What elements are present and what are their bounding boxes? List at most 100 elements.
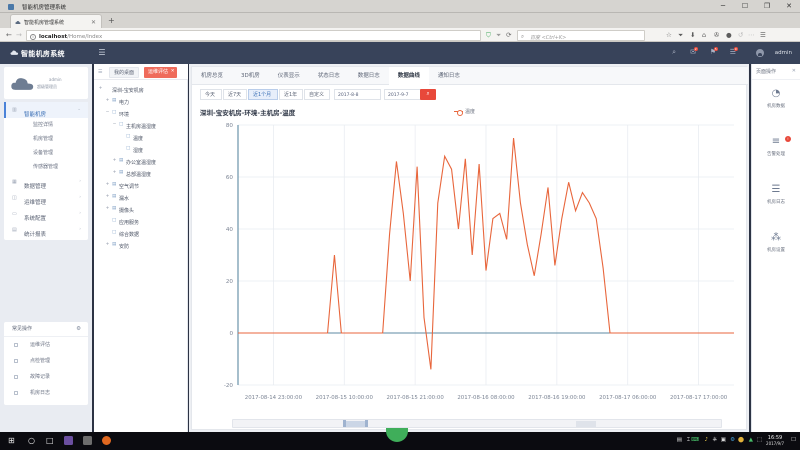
browser-tab-close-icon[interactable]: ✕ — [90, 18, 96, 26]
expand-icon[interactable]: + — [105, 205, 110, 211]
expand-icon[interactable]: + — [105, 241, 110, 247]
close-icon[interactable]: ✕ — [170, 69, 175, 74]
task-view-icon[interactable]: □ — [46, 436, 54, 445]
header-bell-icon[interactable]: ✉ 2 — [690, 46, 698, 57]
favorite-item-inspection[interactable]: 点检管理 — [4, 353, 88, 369]
tree-node[interactable]: □ 应用服务 — [94, 214, 188, 226]
avatar[interactable] — [756, 49, 764, 57]
sidebar-subitem-device[interactable]: 设备管理 — [33, 150, 54, 156]
back-icon[interactable]: ← — [6, 30, 12, 39]
sidebar-subitem-monitor[interactable]: 监控详情 — [33, 122, 54, 128]
favorite-item-fault-record[interactable]: 故障记录 — [4, 369, 88, 385]
tab-room-overview[interactable]: 机房总览 — [201, 73, 224, 79]
right-item-alarm-handling[interactable]: ≡ ! 告警处理 — [752, 136, 800, 176]
download-icon[interactable]: ⬇ — [690, 31, 696, 39]
taskbar-app-editor-icon[interactable] — [64, 436, 73, 445]
range-7days-button[interactable]: 近7天 — [223, 89, 247, 100]
tab-data-curve[interactable]: 数据曲线 — [388, 67, 429, 85]
header-search-icon[interactable]: ⌕ — [672, 48, 676, 56]
library-icon[interactable]: ✇ — [714, 31, 720, 39]
tree-node[interactable]: + 深圳-宝安机房 — [94, 82, 188, 94]
account-icon[interactable]: ● — [726, 31, 732, 39]
reload-icon[interactable]: ⟳ — [506, 31, 512, 39]
favorite-item-ops-eval[interactable]: 运维评估 — [4, 337, 88, 353]
tree-node[interactable]: + ▤ 漏水 — [94, 190, 188, 202]
tree-node[interactable]: □ 综合数据 — [94, 226, 188, 238]
taskbar-clock[interactable]: 16:59 2017/9/7 — [766, 435, 784, 446]
right-item-room-settings[interactable]: ⁂ 机房设置 — [752, 232, 800, 272]
tab-gauge-display[interactable]: 仪表显示 — [277, 73, 300, 79]
window-maximize-button[interactable]: ☐ — [741, 2, 749, 10]
tray-icon-6[interactable]: ▣ — [720, 437, 726, 443]
tray-icon-3[interactable]: ⌨ — [691, 437, 699, 443]
new-tab-button[interactable]: + — [108, 16, 115, 25]
window-close-button[interactable]: ✕ — [786, 2, 792, 10]
tray-icon-5[interactable]: ⎈ — [712, 437, 717, 443]
favorite-item-room-log[interactable]: 机房日志 — [4, 385, 88, 401]
tab-notification-log[interactable]: 通知日志 — [437, 73, 460, 79]
tree-node[interactable]: − □ 主机房温湿度 — [94, 118, 188, 130]
overflow-icon[interactable]: ⋯ — [748, 31, 755, 39]
workspace-tab-ops-eval[interactable]: 运维评估 ✕ — [144, 67, 178, 78]
tree-node[interactable]: − □ 环境 — [94, 106, 188, 118]
sidebar-item-system-config[interactable]: ▭ 系统配置 › — [4, 206, 88, 222]
tray-icon-8[interactable]: ⬤ — [737, 437, 744, 443]
header-message-icon[interactable]: ⚑ 5 — [710, 46, 718, 57]
tree-node[interactable]: □ 湿度 — [94, 142, 188, 154]
shield-icon[interactable]: ⛉ — [486, 31, 491, 39]
expand-icon[interactable]: + — [112, 169, 117, 175]
extension-icon[interactable]: ⏷ — [496, 31, 502, 39]
right-item-room-log[interactable]: ☰ 机房日志 — [752, 184, 800, 224]
browser-tab[interactable]: 智能机房管理系统 ✕ — [10, 14, 102, 28]
sidebar-item-ops-mgmt[interactable]: ◫ 运维管理 › — [4, 190, 88, 206]
cortana-search-icon[interactable]: ○ — [28, 436, 35, 445]
sidebar-item-reports[interactable]: ▤ 统计报表 › — [4, 222, 88, 238]
tray-icon-9[interactable]: ▲ — [748, 437, 753, 443]
expand-icon[interactable]: + — [98, 85, 103, 91]
gear-icon[interactable]: ⚙ — [76, 326, 81, 332]
expand-icon[interactable]: + — [105, 193, 110, 199]
expand-icon[interactable]: + — [112, 157, 117, 163]
range-custom-button[interactable]: 自定义 — [304, 89, 330, 100]
tab-data-log[interactable]: 数据日志 — [357, 73, 380, 79]
app-brand[interactable]: 智能机房系统 — [0, 42, 92, 64]
tree-node[interactable]: + ▤ 办公室温湿度 — [94, 154, 188, 166]
sidebar-toggle-icon[interactable]: ☰ — [98, 48, 106, 57]
tree-node[interactable]: + ▤ 电力 — [94, 94, 188, 106]
expand-icon[interactable]: + — [105, 181, 110, 187]
sidebar-item-smart-room[interactable]: ▥ 智能机房 ⌄ — [4, 102, 88, 118]
range-today-button[interactable]: 今天 — [200, 89, 222, 100]
sidebar-subitem-sensor[interactable]: 传感器管理 — [33, 164, 59, 170]
address-bar[interactable]: i localhost/Home/Index — [26, 30, 481, 41]
collapse-icon[interactable]: − — [112, 121, 117, 127]
tab-3d-room[interactable]: 3D机房 — [241, 73, 260, 79]
site-info-icon[interactable]: i — [30, 33, 36, 40]
browser-search-box[interactable]: ⌕ 百度 <Ctrl+K> — [517, 30, 645, 41]
notification-center-icon[interactable]: ☐ — [791, 437, 796, 443]
tray-icon-7[interactable]: ⚙ — [730, 437, 735, 443]
tray-icon-1[interactable]: ▤ — [676, 437, 682, 443]
date-from-input[interactable]: 2017-8-8 — [334, 89, 381, 100]
workspace-tab-desktop[interactable]: 我的桌面 — [109, 67, 140, 78]
expand-icon[interactable]: + — [105, 97, 110, 103]
pocket-icon[interactable]: ⏷ — [678, 31, 684, 39]
taskbar-app-firefox-icon[interactable] — [102, 436, 111, 445]
bookmark-star-icon[interactable]: ☆ — [666, 31, 672, 39]
search-button[interactable]: ⌕ — [420, 89, 436, 100]
window-restore-button[interactable]: ❐ — [763, 2, 771, 10]
chart-legend[interactable]: 温度 — [454, 108, 475, 117]
close-icon[interactable]: ✕ — [791, 68, 796, 74]
window-minimize-button[interactable]: ─ — [720, 2, 726, 10]
range-1month-button[interactable]: 近1个月 — [248, 89, 278, 100]
tree-node[interactable]: + ▤ 总部温湿度 — [94, 166, 188, 178]
tab-status-log[interactable]: 状态日志 — [317, 73, 340, 79]
tree-node[interactable]: + ▤ 安防 — [94, 238, 188, 250]
sidebar-subitem-room[interactable]: 机房管理 — [33, 136, 54, 142]
right-item-room-data[interactable]: ◔ 机房数据 — [752, 88, 800, 128]
tree-node[interactable]: + ▤ 摄像头 — [94, 202, 188, 214]
home-icon[interactable]: ⌂ — [702, 31, 707, 39]
tree-node[interactable]: + ▤ 空气调节 — [94, 178, 188, 190]
collapse-icon[interactable]: − — [105, 109, 110, 115]
tray-icon-10[interactable]: ⬚ — [756, 437, 762, 443]
